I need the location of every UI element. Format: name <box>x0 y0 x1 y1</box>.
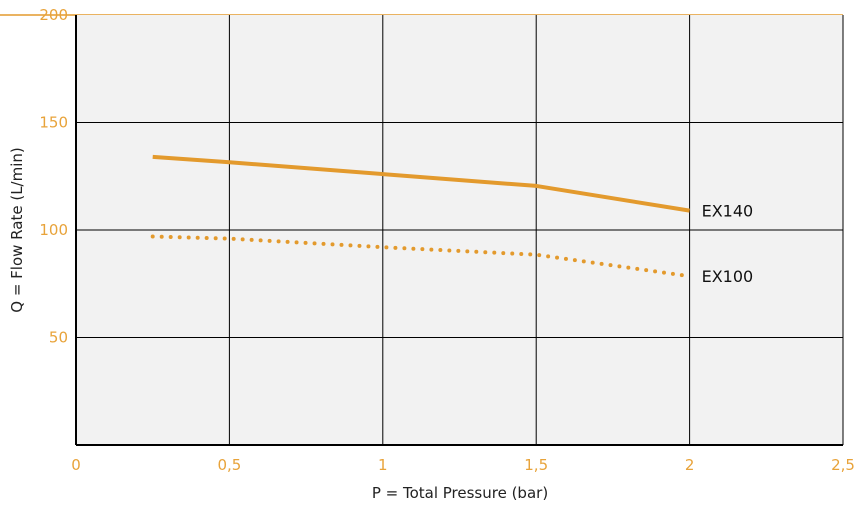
series-label-ex100: EX100 <box>702 267 754 286</box>
series-label-ex140: EX140 <box>702 202 754 221</box>
x-tick-label: 0 <box>71 456 81 474</box>
x-tick-label: 2 <box>685 456 695 474</box>
y-tick-label: 150 <box>39 114 68 132</box>
axes <box>75 15 844 446</box>
y-tick-label: 50 <box>49 329 68 347</box>
y-tick-label: 200 <box>39 6 68 24</box>
series-lines <box>150 154 692 279</box>
x-tick-label: 1,5 <box>524 456 548 474</box>
y-axis-title: Q = Flow Rate (L/min) <box>8 147 26 312</box>
grid-lines <box>76 15 843 445</box>
x-tick-labels: 0 0,5 1 1,5 2 2,5 <box>71 456 855 474</box>
x-axis-title: P = Total Pressure (bar) <box>372 484 548 502</box>
x-tick-label: 2,5 <box>831 456 855 474</box>
x-tick-label: 0,5 <box>217 456 241 474</box>
y-tick-labels: 50 100 150 200 <box>39 6 68 347</box>
series-line-ex140 <box>152 154 690 213</box>
x-tick-label: 1 <box>378 456 388 474</box>
y-tick-label: 100 <box>39 221 68 239</box>
series-labels: EX140 EX100 <box>702 202 754 287</box>
